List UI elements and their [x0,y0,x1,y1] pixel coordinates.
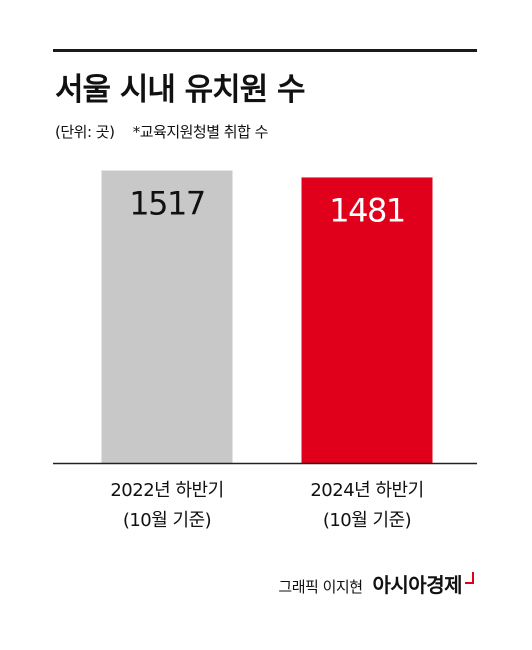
category-label-1: 2022년 하반기 (10월 기준) [77,476,257,536]
category-name: 2024년 하반기 [310,480,424,501]
category-note: (10월 기준) [322,510,412,531]
source-note: *교육지원청별 취합 수 [132,123,269,141]
chart-title: 서울 시내 유치원 수 [55,72,306,108]
bar-value-label-1: 1517 [129,185,204,223]
bar-1 [101,170,233,463]
top-rule [53,49,477,52]
chart-subtitle: (단위: 곳) *교육지원청별 취합 수 [55,121,268,142]
bar-2 [301,177,433,464]
unit-note: (단위: 곳) [55,123,115,141]
graphic-credit: 그래픽 이지현 [278,578,363,596]
bar-value-label-2: 1481 [329,191,404,229]
credit-line: 그래픽 이지현 아시아경제 [278,569,474,598]
publisher-logo: 아시아경제 [372,573,463,597]
logo-mark-icon [465,572,474,584]
category-name: 2022년 하반기 [110,480,224,501]
category-note: (10월 기준) [122,510,212,531]
category-label-2: 2024년 하반기 (10월 기준) [277,476,457,536]
